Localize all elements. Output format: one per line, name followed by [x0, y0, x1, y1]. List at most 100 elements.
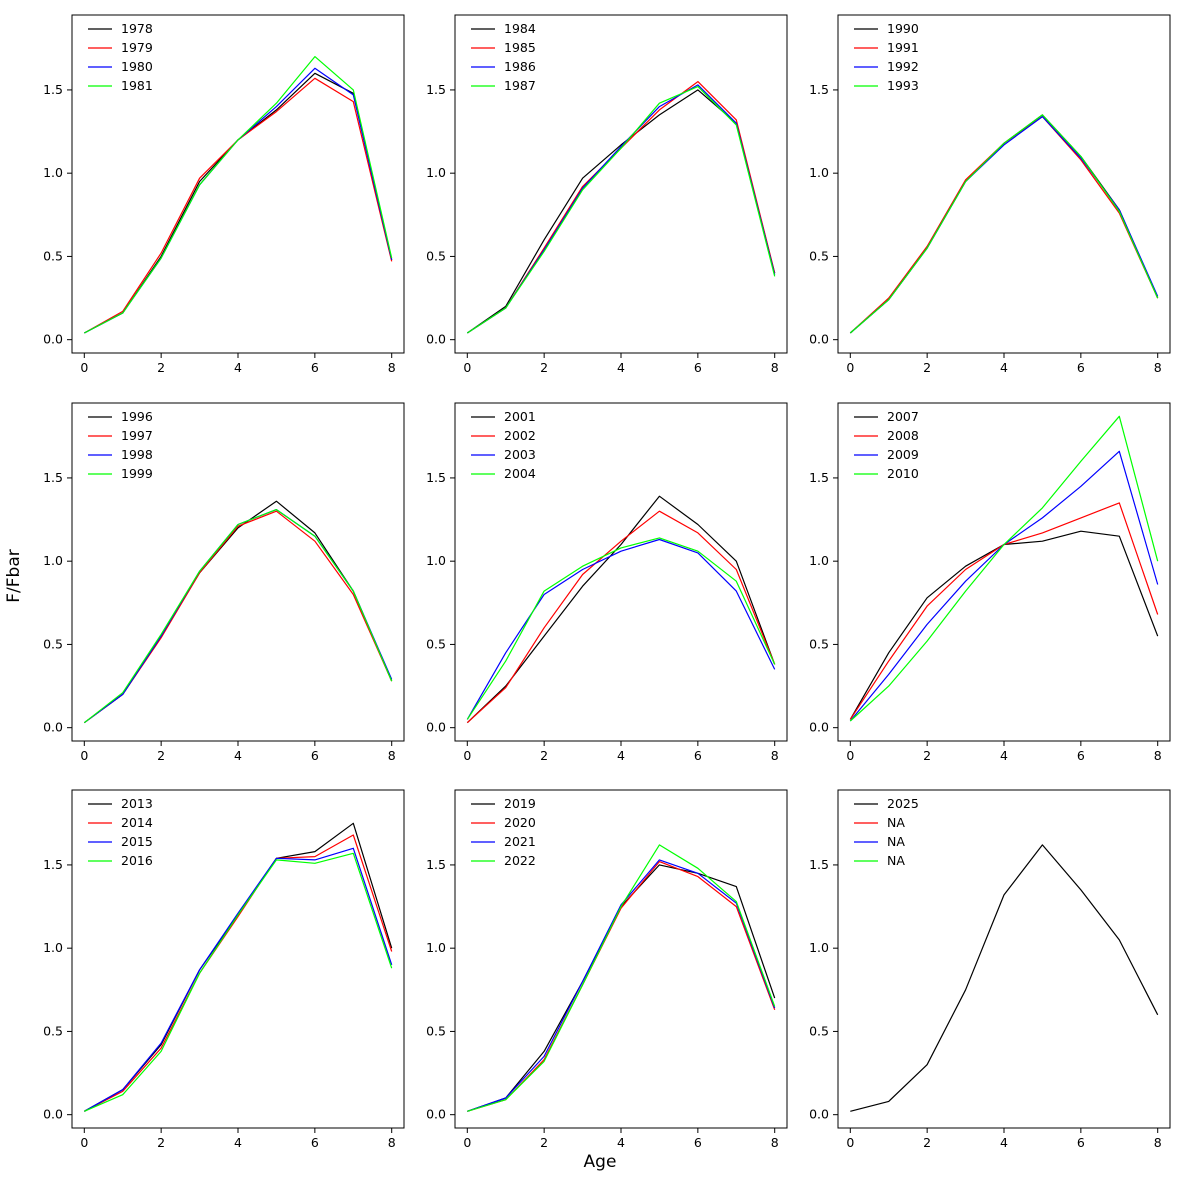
x-tick-label: 2 — [157, 360, 165, 375]
y-tick-label: 0.0 — [809, 720, 829, 735]
legend-label: 1998 — [121, 447, 153, 462]
y-tick-label: 0.0 — [426, 332, 446, 347]
series-line-1998 — [83, 508, 393, 724]
x-tick-label: 2 — [157, 1135, 165, 1150]
y-tick-label: 0.5 — [43, 1023, 63, 1038]
x-tick-label: 8 — [388, 1135, 396, 1150]
legend-label: 2016 — [121, 853, 153, 868]
x-tick-label: 0 — [80, 748, 88, 763]
chart-panel: 0 2 4 6 8 0.0 0.5 1.0 1.5 2001 2002 2003 2004 — [426, 402, 788, 763]
x-tick-label: 4 — [617, 1135, 625, 1150]
x-tick-label: 0 — [463, 748, 471, 763]
x-tick-label: 2 — [540, 360, 548, 375]
chart-panel: 0 2 4 6 8 0.0 0.5 1.0 1.5 1996 1997 1998 1999 — [43, 402, 405, 763]
chart-panel: 0 2 4 6 8 0.0 0.5 1.0 1.5 2019 2020 2021 2022 — [426, 789, 788, 1150]
legend-label: 2013 — [121, 796, 153, 811]
x-tick-label: 2 — [157, 748, 165, 763]
x-tick-label: 4 — [1000, 1135, 1008, 1150]
y-tick-label: 1.5 — [43, 82, 63, 97]
legend-label: 1979 — [121, 40, 153, 55]
x-tick-label: 0 — [463, 360, 471, 375]
x-tick-label: 8 — [388, 748, 396, 763]
x-tick-label: 4 — [617, 360, 625, 375]
x-tick-label: 8 — [771, 360, 779, 375]
legend-label: 1991 — [887, 40, 919, 55]
y-tick-label: 0.5 — [426, 248, 446, 263]
x-tick-label: 8 — [1154, 748, 1162, 763]
x-tick-label: 8 — [1154, 360, 1162, 375]
legend-label: 2014 — [121, 815, 153, 830]
y-tick-label: 0.0 — [43, 1107, 63, 1122]
chart-panel: 0 2 4 6 8 0.0 0.5 1.0 1.5 1978 1979 1980 1981 — [43, 14, 405, 375]
x-tick-label: 0 — [80, 1135, 88, 1150]
y-tick-label: 1.0 — [43, 165, 63, 180]
legend-label: 2021 — [504, 834, 536, 849]
y-tick-label: 1.5 — [426, 82, 446, 97]
y-tick-label: 0.5 — [43, 636, 63, 651]
series-line-2004 — [466, 537, 776, 720]
legend-label: 1984 — [504, 21, 536, 36]
y-tick-label: 1.0 — [809, 165, 829, 180]
legend-label: 2025 — [887, 796, 919, 811]
y-tick-label: 1.5 — [809, 82, 829, 97]
y-axis-label: F/Fbar — [4, 549, 24, 603]
chart-panel: 0 2 4 6 8 0.0 0.5 1.0 1.5 2025 NA NA NA — [809, 789, 1171, 1150]
legend-label: 1985 — [504, 40, 536, 55]
series-line-1992 — [849, 115, 1159, 334]
x-tick-label: 0 — [846, 1135, 854, 1150]
legend-label: NA — [887, 853, 905, 868]
series-line-2010 — [849, 415, 1159, 722]
x-tick-label: 4 — [1000, 748, 1008, 763]
legend-label: 1999 — [121, 466, 153, 481]
legend-label: 2001 — [504, 409, 536, 424]
legend-label: 1978 — [121, 21, 153, 36]
y-tick-label: 1.0 — [809, 940, 829, 955]
y-tick-label: 1.0 — [43, 553, 63, 568]
x-tick-label: 0 — [463, 1135, 471, 1150]
legend-label: 2004 — [504, 466, 536, 481]
x-tick-label: 8 — [1154, 1135, 1162, 1150]
legend-label: 2007 — [887, 409, 919, 424]
legend-label: 2009 — [887, 447, 919, 462]
series-line-2025 — [850, 844, 1159, 1112]
series-line-2019 — [467, 864, 776, 1112]
y-tick-label: 1.5 — [426, 470, 446, 485]
series-line-2020 — [467, 860, 776, 1112]
x-tick-label: 2 — [923, 360, 931, 375]
x-tick-label: 2 — [540, 748, 548, 763]
y-tick-label: 0.0 — [43, 332, 63, 347]
series-line-1981 — [84, 55, 393, 334]
y-tick-label: 1.5 — [426, 857, 446, 872]
y-tick-label: 1.0 — [43, 940, 63, 955]
x-tick-label: 6 — [311, 360, 319, 375]
legend-label: 1992 — [887, 59, 919, 74]
chart-panel: 0 2 4 6 8 0.0 0.5 1.0 1.5 1990 1991 1992 1993 — [809, 14, 1171, 375]
x-tick-label: 0 — [846, 748, 854, 763]
series-line-2021 — [467, 859, 776, 1112]
x-tick-label: 8 — [771, 1135, 779, 1150]
series-line-1991 — [849, 115, 1159, 334]
x-tick-label: 4 — [234, 360, 242, 375]
y-tick-label: 0.5 — [809, 636, 829, 651]
legend-label: 1993 — [887, 78, 919, 93]
series-line-2016 — [84, 852, 393, 1112]
y-tick-label: 0.5 — [426, 636, 446, 651]
legend-label: 1981 — [121, 78, 153, 93]
y-tick-label: 1.0 — [426, 165, 446, 180]
legend-label: 1996 — [121, 409, 153, 424]
legend-label: 2022 — [504, 853, 536, 868]
legend-label: NA — [887, 815, 905, 830]
y-tick-label: 1.5 — [809, 857, 829, 872]
x-tick-label: 4 — [234, 748, 242, 763]
legend-label: 2015 — [121, 834, 153, 849]
series-line-1980 — [84, 67, 393, 334]
legend-label: 2008 — [887, 428, 919, 443]
legend-label: 2020 — [504, 815, 536, 830]
legend-label: 1997 — [121, 428, 153, 443]
legend-label: 2002 — [504, 428, 536, 443]
series-line-2007 — [849, 530, 1159, 720]
y-tick-label: 1.5 — [43, 470, 63, 485]
series-line-1996 — [83, 500, 393, 724]
y-tick-label: 0.0 — [43, 720, 63, 735]
